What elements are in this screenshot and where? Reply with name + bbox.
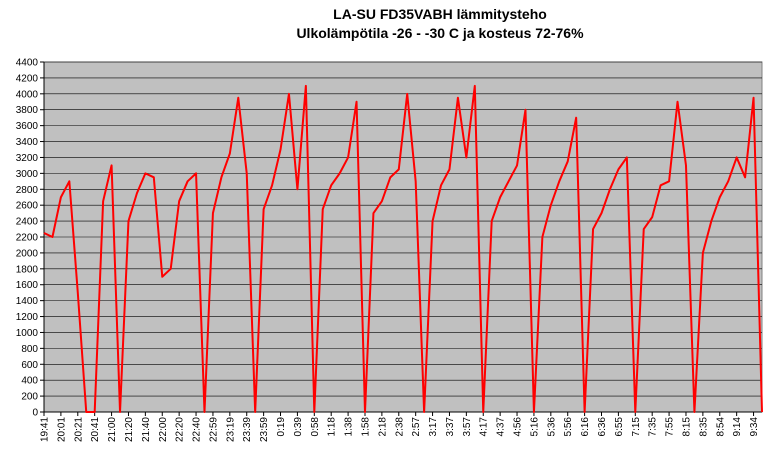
x-tick-label: 20:41 xyxy=(90,417,101,442)
y-tick-label: 2200 xyxy=(16,233,39,244)
x-tick-label: 4:17 xyxy=(479,417,490,437)
x-tick-label: 2:18 xyxy=(377,417,388,437)
x-tick-label: 1:58 xyxy=(360,417,371,437)
x-tick-label: 22:59 xyxy=(208,417,219,442)
y-tick-label: 1600 xyxy=(16,280,39,291)
y-tick-label: 3200 xyxy=(16,153,39,164)
x-tick-label: 20:21 xyxy=(73,417,84,442)
y-tick-label: 600 xyxy=(21,360,38,371)
x-tick-label: 21:00 xyxy=(107,417,118,442)
x-tick-label: 6:36 xyxy=(597,417,608,437)
y-tick-label: 1200 xyxy=(16,312,39,323)
x-tick-label: 7:15 xyxy=(631,417,642,437)
x-tick-label: 1:38 xyxy=(344,417,355,437)
y-tick-label: 2600 xyxy=(16,201,39,212)
y-tick-label: 3000 xyxy=(16,169,39,180)
y-tick-label: 4200 xyxy=(16,73,39,84)
x-tick-label: 22:40 xyxy=(192,417,203,442)
x-tick-label: 9:14 xyxy=(732,417,743,437)
x-tick-label: 8:54 xyxy=(715,417,726,437)
x-tick-label: 0:19 xyxy=(276,417,287,437)
y-tick-label: 2400 xyxy=(16,217,39,228)
x-tick-label: 1:18 xyxy=(327,417,338,437)
y-tick-label: 2000 xyxy=(16,248,39,259)
y-tick-label: 3400 xyxy=(16,137,39,148)
x-tick-label: 0:58 xyxy=(310,417,321,437)
y-tick-label: 2800 xyxy=(16,185,39,196)
x-tick-label: 0:39 xyxy=(293,417,304,437)
y-tick-label: 4400 xyxy=(16,58,39,69)
y-tick-label: 200 xyxy=(21,392,38,403)
data-line xyxy=(43,84,763,413)
y-tick-label: 1400 xyxy=(16,296,39,307)
y-tick-label: 400 xyxy=(21,376,38,387)
x-tick-label: 23:59 xyxy=(259,417,270,442)
x-tick-label: 7:55 xyxy=(665,417,676,437)
chart-subtitle: Ulkolämpötila -26 - -30 C ja kosteus 72-… xyxy=(296,25,584,41)
x-tick-label: 23:39 xyxy=(242,417,253,442)
y-tick-label: 3600 xyxy=(16,121,39,132)
x-tick-label: 21:40 xyxy=(141,417,152,442)
x-tick-label: 3:57 xyxy=(462,417,473,437)
chart-title: LA-SU FD35VABH lämmitysteho xyxy=(333,6,547,22)
x-tick-label: 8:35 xyxy=(698,417,709,437)
x-tick-label: 5:36 xyxy=(546,417,557,437)
x-tick-label: 7:35 xyxy=(648,417,659,437)
y-tick-label: 1000 xyxy=(16,328,39,339)
y-tick-label: 0 xyxy=(32,408,38,419)
x-tick-label: 6:55 xyxy=(614,417,625,437)
y-tick-label: 3800 xyxy=(16,105,39,116)
x-tick-label: 9:34 xyxy=(749,417,760,437)
x-tick-label: 5:16 xyxy=(529,417,540,437)
x-tick-label: 23:19 xyxy=(225,417,236,442)
y-tick-label: 800 xyxy=(21,344,38,355)
x-tick-label: 4:56 xyxy=(513,417,524,437)
x-tick-label: 6:16 xyxy=(580,417,591,437)
x-tick-label: 22:00 xyxy=(158,417,169,442)
x-tick-label: 2:57 xyxy=(411,417,422,437)
x-tick-label: 3:17 xyxy=(428,417,439,437)
x-tick-label: 19:41 xyxy=(40,417,51,442)
x-tick-label: 8:15 xyxy=(681,417,692,437)
y-tick-label: 4000 xyxy=(16,89,39,100)
y-tick-label: 1800 xyxy=(16,264,39,275)
x-tick-label: 21:20 xyxy=(124,417,135,442)
x-tick-label: 2:38 xyxy=(394,417,405,437)
x-tick-label: 3:37 xyxy=(445,417,456,437)
x-tick-label: 22:20 xyxy=(175,417,186,442)
x-tick-label: 5:56 xyxy=(563,417,574,437)
x-tick-label: 20:01 xyxy=(56,417,67,442)
x-tick-label: 4:37 xyxy=(496,417,507,437)
